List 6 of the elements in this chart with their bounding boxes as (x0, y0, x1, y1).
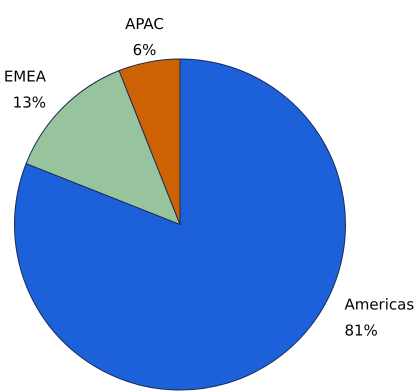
slice-label: APAC (125, 15, 164, 34)
slice-label: EMEA (4, 67, 47, 86)
slice-label: Americas (344, 296, 414, 314)
data-label: 13% (12, 93, 46, 112)
data-label: 6% (132, 41, 156, 60)
data-label: 81% (344, 322, 378, 340)
